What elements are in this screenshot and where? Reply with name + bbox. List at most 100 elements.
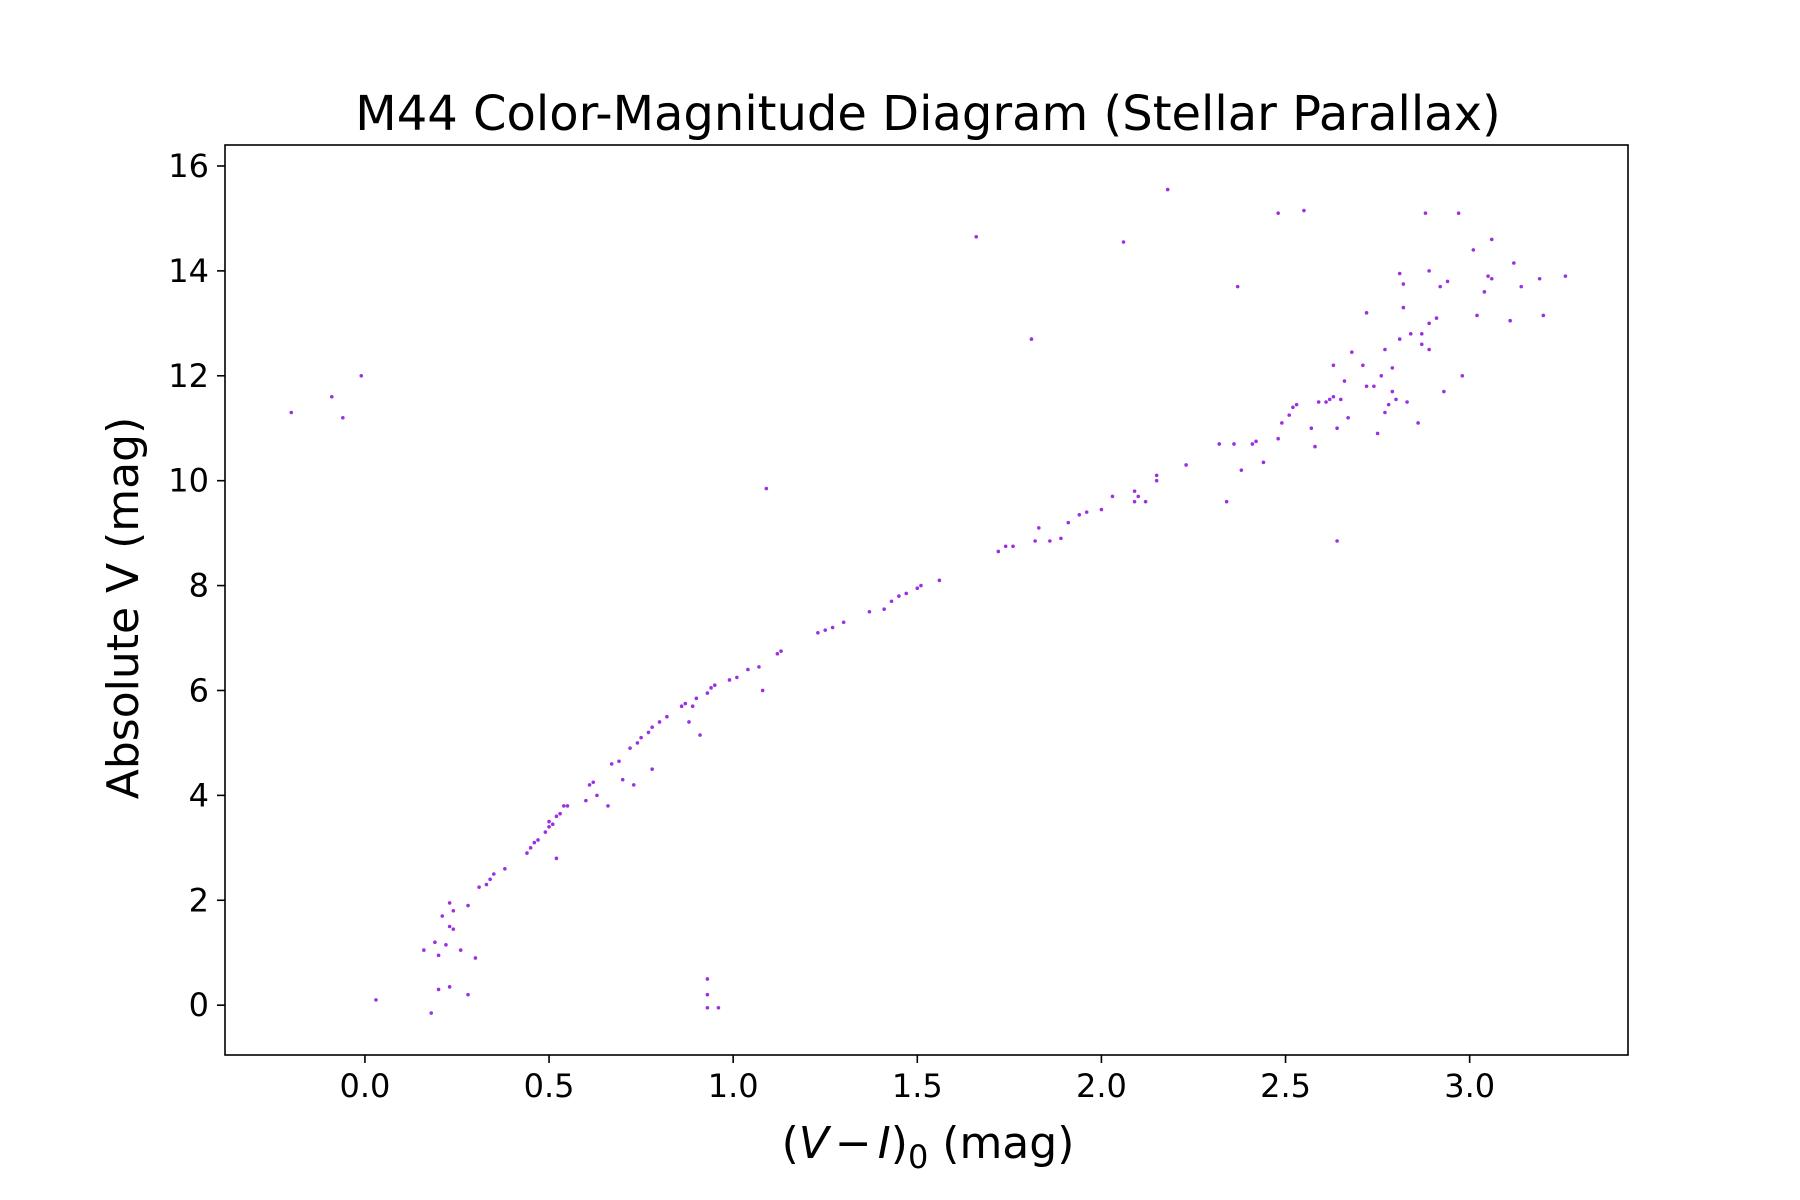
data-point — [1519, 284, 1524, 289]
data-point — [561, 804, 566, 808]
data-point — [1401, 305, 1406, 310]
data-point — [1224, 499, 1229, 504]
data-point — [1383, 347, 1387, 352]
data-point — [484, 882, 489, 887]
y-axis-label: Absolute V (mag) — [98, 417, 149, 799]
data-point — [1372, 384, 1376, 389]
data-point — [1077, 512, 1082, 517]
data-point — [1512, 261, 1516, 265]
data-point — [565, 804, 570, 808]
data-point — [1419, 332, 1424, 336]
data-point — [1445, 279, 1450, 284]
data-point — [937, 578, 942, 583]
x-tick-label: 1.0 — [708, 1067, 759, 1105]
data-point — [1011, 544, 1015, 549]
x-axis-label-unit: (mag) — [928, 1118, 1074, 1169]
data-point — [1482, 290, 1487, 294]
data-point — [289, 410, 294, 415]
data-point — [646, 730, 651, 735]
data-point — [1383, 410, 1387, 415]
data-point — [1427, 269, 1431, 273]
data-point — [1419, 342, 1424, 347]
data-point — [1217, 442, 1222, 446]
data-point — [532, 840, 537, 845]
data-point — [1029, 337, 1034, 341]
x-axis-label-minus: − — [835, 1118, 872, 1169]
data-point — [1394, 397, 1398, 402]
data-point — [473, 956, 478, 960]
x-tick-label: 0.0 — [339, 1067, 390, 1105]
data-point — [657, 720, 662, 724]
data-point — [631, 783, 636, 787]
data-point — [1350, 350, 1354, 354]
data-point — [775, 651, 780, 656]
data-point — [1456, 211, 1461, 215]
data-point — [705, 1005, 710, 1010]
data-point — [1364, 384, 1369, 389]
data-point — [1390, 366, 1395, 370]
data-point — [698, 733, 702, 737]
data-point — [1250, 442, 1255, 446]
data-point — [1316, 400, 1321, 404]
data-point — [650, 725, 654, 729]
data-point — [727, 678, 732, 682]
data-point — [1541, 313, 1546, 318]
data-point — [823, 628, 828, 632]
data-point — [1331, 363, 1336, 368]
data-point — [1335, 426, 1339, 431]
data-point — [1324, 400, 1328, 404]
data-point — [1405, 400, 1409, 404]
data-point — [584, 798, 588, 803]
data-point — [429, 1011, 434, 1015]
data-point — [1302, 208, 1306, 213]
data-point — [1416, 421, 1420, 425]
data-point — [617, 759, 621, 764]
data-point — [444, 943, 448, 947]
data-point — [1442, 389, 1446, 394]
data-point — [1059, 536, 1063, 541]
data-point — [1438, 284, 1442, 289]
y-tick-label: 2 — [189, 881, 209, 919]
y-tick-label: 14 — [168, 252, 209, 290]
data-point — [639, 735, 643, 740]
data-point — [477, 885, 481, 889]
data-point — [1563, 274, 1568, 278]
data-point — [1154, 473, 1159, 478]
data-point — [422, 948, 426, 952]
data-point — [1397, 337, 1402, 341]
data-point — [882, 607, 886, 611]
data-point — [1331, 394, 1336, 399]
x-axis: 0.0 0.5 1.0 1.5 2.0 2.5 3.0 — [339, 1055, 1495, 1105]
data-point — [897, 594, 901, 598]
data-point — [1346, 415, 1350, 420]
data-point — [1537, 276, 1542, 281]
x-tick-label: 0.5 — [524, 1067, 575, 1105]
data-point — [1276, 436, 1280, 441]
data-point — [705, 691, 710, 695]
data-point — [1154, 478, 1159, 483]
data-point — [1048, 539, 1052, 543]
data-point — [1110, 494, 1115, 499]
x-axis-label-v: V — [799, 1118, 832, 1169]
data-point — [488, 877, 492, 882]
data-point — [1397, 271, 1402, 276]
y-axis: 0 2 4 6 8 10 12 14 16 — [168, 147, 225, 1024]
data-point — [683, 701, 688, 706]
data-point — [547, 825, 551, 829]
data-point — [1132, 499, 1137, 504]
data-point — [436, 953, 441, 958]
y-tick-label: 0 — [189, 986, 209, 1024]
data-point — [1132, 489, 1137, 493]
data-point — [1471, 248, 1476, 252]
data-point — [830, 625, 835, 630]
data-point — [606, 804, 610, 808]
data-point — [436, 987, 441, 992]
data-point — [889, 599, 894, 604]
y-tick-label: 12 — [168, 357, 209, 395]
data-point — [1489, 237, 1494, 242]
data-point — [451, 927, 456, 931]
data-point — [757, 665, 761, 669]
data-point — [665, 714, 669, 719]
data-point — [628, 746, 632, 750]
